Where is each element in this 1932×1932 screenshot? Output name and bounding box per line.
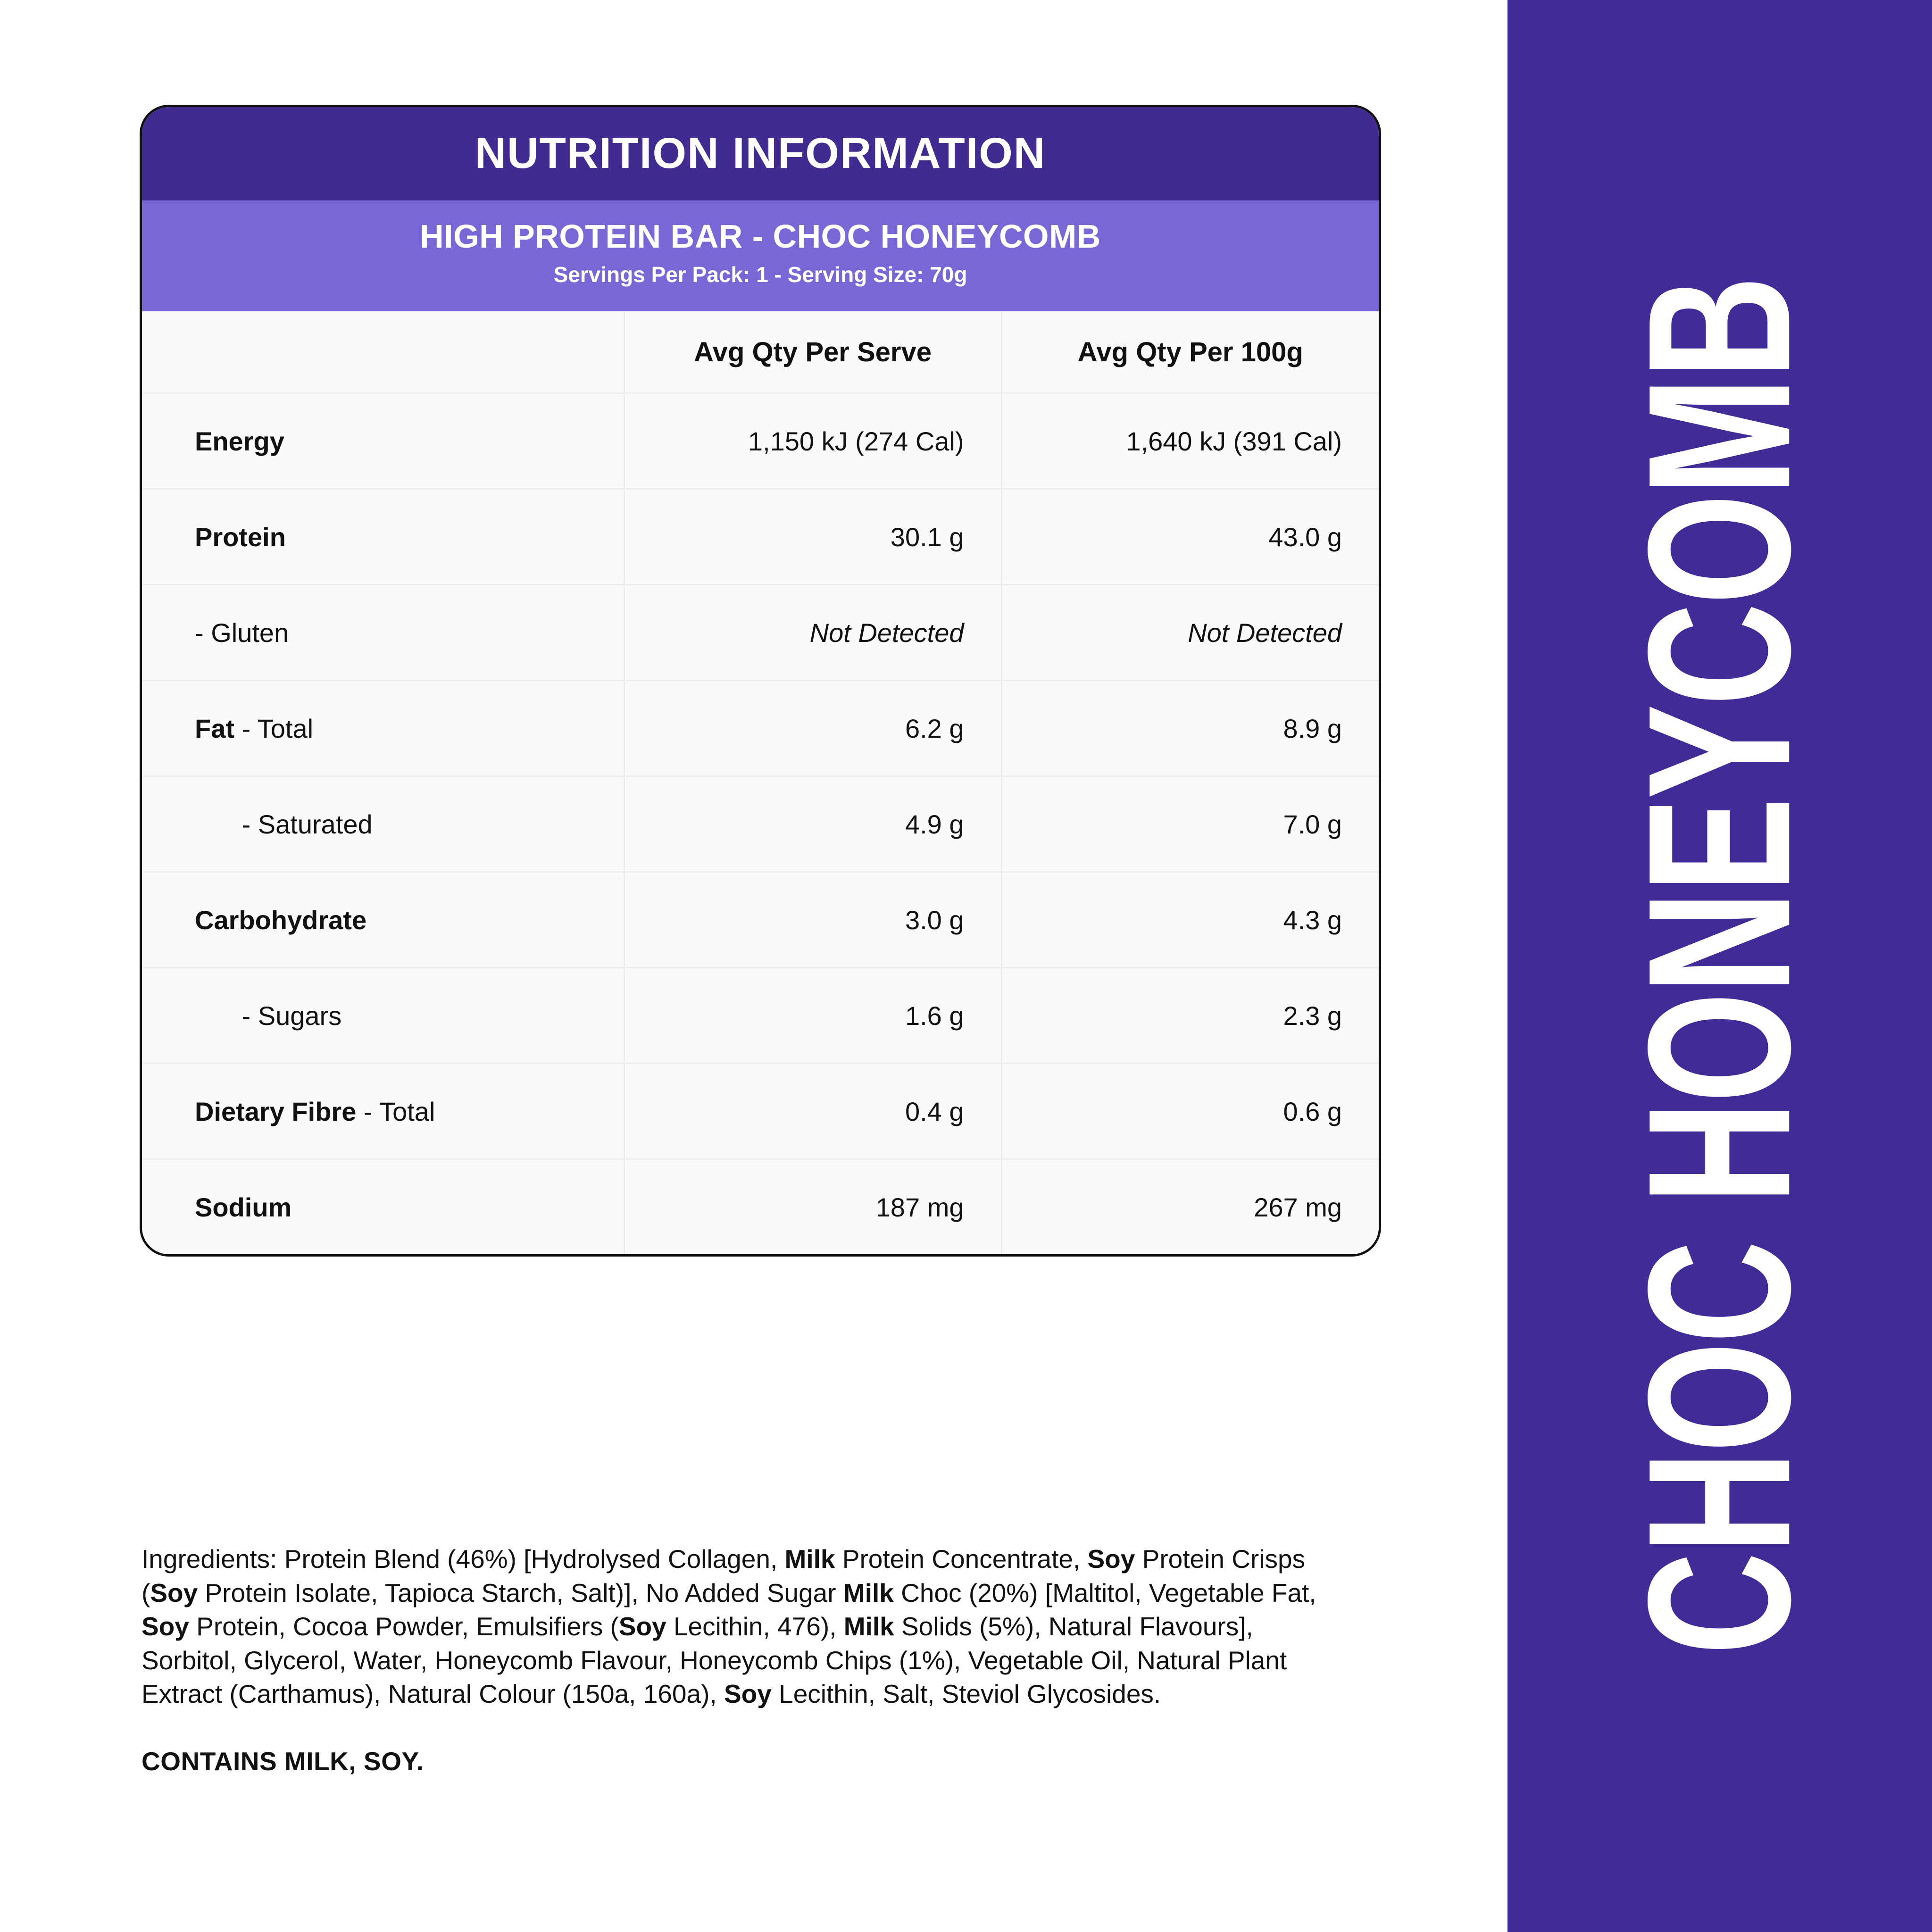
nutrient-label: Fat - Saturated	[142, 776, 625, 873]
ingredient-text-run: Ingredients: Protein Blend (46%) [Hydrol…	[142, 1544, 785, 1574]
nutrient-label-secondary: - Saturated	[234, 809, 373, 839]
ingredient-text-run: Choc (20%) [Maltitol, Vegetable Fat,	[893, 1578, 1316, 1607]
ingredient-text-run: Protein Crisps (	[142, 1544, 1306, 1607]
product-name: HIGH PROTEIN BAR - CHOC HONEYCOMB	[420, 218, 1101, 255]
value-per-100g: 267 mg	[1254, 1192, 1342, 1222]
nutrient-label-primary: Fat	[195, 713, 234, 743]
allergen-highlight: Milk	[843, 1612, 894, 1641]
allergen-highlight: Soy	[150, 1578, 198, 1607]
table-row: Carbohydrate 3.0 g 4.3 g	[142, 872, 1379, 969]
nutrient-label: Energy	[142, 393, 625, 490]
ingredient-text-run: Lecithin, 476),	[666, 1612, 844, 1641]
allergen-highlight: Soy	[724, 1679, 772, 1708]
nutrient-label-secondary: - Total	[356, 1096, 435, 1126]
ingredients-text: Ingredients: Protein Blend (46%) [Hydrol…	[142, 1542, 1344, 1711]
value-per-serve: 1,150 kJ (274 Cal)	[624, 393, 1002, 490]
label-content: NUTRITION INFORMATION HIGH PROTEIN BAR -…	[140, 105, 1381, 1776]
column-header-per-serve: Avg Qty Per Serve	[624, 311, 1002, 394]
ingredient-text-run: Protein, Cocoa Powder, Emulsifiers (	[189, 1612, 619, 1641]
nutrient-label: Carbohydrate	[142, 872, 625, 969]
value-per-100g: 1,640 kJ (391 Cal)	[1001, 393, 1379, 490]
value-per-100g: 8.9 g	[1001, 680, 1379, 777]
value-per-100g: 43.0 g	[1001, 489, 1379, 586]
nutrient-label-primary: Dietary Fibre	[195, 1096, 357, 1126]
ingredients-block: Ingredients: Protein Blend (46%) [Hydrol…	[142, 1542, 1344, 1776]
nutrition-table-head: Avg Qty Per Serve Avg Qty Per 100g	[142, 311, 1379, 394]
value-per-serve: 4.9 g	[624, 776, 1002, 873]
column-header-nutrient	[142, 311, 625, 394]
nutrient-label-primary: Fat	[195, 1000, 234, 1031]
nutrient-label-primary: Fat	[195, 809, 234, 839]
value-per-serve: 1.6 g	[624, 967, 1002, 1065]
nutrient-label: Fat - Total	[142, 680, 625, 777]
table-row: Dietary Fibre - Total 0.4 g 0.6 g	[142, 1063, 1379, 1160]
ingredient-text-run: Solids (5%), Natural Flavours], Sorbitol…	[142, 1612, 1287, 1708]
serving-info: Servings Per Pack: 1 - Serving Size: 70g	[553, 262, 967, 287]
allergen-highlight: Soy	[1087, 1544, 1135, 1574]
card-title-bar: NUTRITION INFORMATION	[142, 107, 1379, 200]
value-per-serve: 6.2 g	[624, 680, 1002, 777]
nutrient-label-secondary: - Sugars	[234, 1000, 342, 1031]
flavour-side-band: CHOC HONEYCOMB	[1507, 0, 1932, 1932]
nutrition-table-body: Energy 1,150 kJ (274 Cal) 1,640 kJ (391 Ca…	[142, 393, 1379, 1255]
table-row: - Gluten Not Detected Not Detected	[142, 584, 1379, 682]
flavour-band-label: CHOC HONEYCOMB	[1606, 277, 1833, 1655]
value-per-100g: 0.6 g	[1001, 1063, 1379, 1160]
nutrient-label-primary: Energy	[195, 426, 284, 456]
page-title: NUTRITION INFORMATION	[475, 129, 1046, 177]
nutrient-label: Protein	[142, 489, 625, 586]
value-per-serve: 0.4 g	[624, 1063, 1002, 1160]
allergen-highlight: Milk	[784, 1544, 835, 1574]
table-row: Protein 30.1 g 43.0 g	[142, 489, 1379, 586]
nutrition-table: Avg Qty Per Serve Avg Qty Per 100g Energ…	[142, 311, 1379, 1255]
table-row: Sodium 187 mg 267 mg	[142, 1159, 1379, 1255]
allergen-highlight: Soy	[142, 1612, 189, 1641]
allergen-highlight: Milk	[843, 1578, 894, 1607]
value-per-serve: 3.0 g	[624, 872, 1002, 969]
nutrient-label: - Gluten	[142, 584, 625, 682]
table-header-row: Avg Qty Per Serve Avg Qty Per 100g	[142, 311, 1379, 394]
table-row: Energy 1,150 kJ (274 Cal) 1,640 kJ (391 Ca…	[142, 393, 1379, 490]
nutrition-information-card: NUTRITION INFORMATION HIGH PROTEIN BAR -…	[140, 105, 1381, 1257]
allergen-highlight: Soy	[618, 1612, 666, 1641]
card-subheader-bar: HIGH PROTEIN BAR - CHOC HONEYCOMB Servin…	[142, 200, 1379, 312]
nutrient-label: Fat - Sugars	[142, 967, 625, 1065]
nutrient-label: Dietary Fibre - Total	[142, 1063, 625, 1160]
table-row: Fat - Sugars 1.6 g 2.3 g	[142, 967, 1379, 1065]
ingredient-text-run: Lecithin, Salt, Steviol Glycosides.	[771, 1679, 1161, 1708]
value-per-serve: 30.1 g	[624, 489, 1002, 586]
ingredient-text-run: Protein Concentrate,	[835, 1544, 1088, 1574]
value-per-100g: 4.3 g	[1001, 872, 1379, 969]
ingredient-text-run: Protein Isolate, Tapioca Starch, Salt)],…	[198, 1578, 843, 1607]
value-per-100g: 7.0 g	[1001, 776, 1379, 873]
table-row: Fat - Total 6.2 g 8.9 g	[142, 680, 1379, 777]
nutrient-label-primary: Sodium	[195, 1192, 292, 1222]
nutrient-label-primary: Carbohydrate	[195, 905, 367, 935]
nutrient-label-secondary: - Gluten	[195, 617, 289, 648]
nutrient-label: Sodium	[142, 1159, 625, 1255]
nutrient-label-secondary: - Total	[234, 713, 314, 743]
allergen-statement: CONTAINS MILK, SOY.	[142, 1746, 424, 1776]
column-header-per-100g: Avg Qty Per 100g	[1001, 311, 1379, 394]
value-per-100g: 2.3 g	[1001, 967, 1379, 1065]
value-per-serve: Not Detected	[624, 584, 1002, 682]
nutrient-label-primary: Protein	[195, 522, 286, 552]
table-row: Fat - Saturated 4.9 g 7.0 g	[142, 776, 1379, 873]
value-per-serve: 187 mg	[624, 1159, 1002, 1255]
value-per-100g: Not Detected	[1001, 584, 1379, 682]
